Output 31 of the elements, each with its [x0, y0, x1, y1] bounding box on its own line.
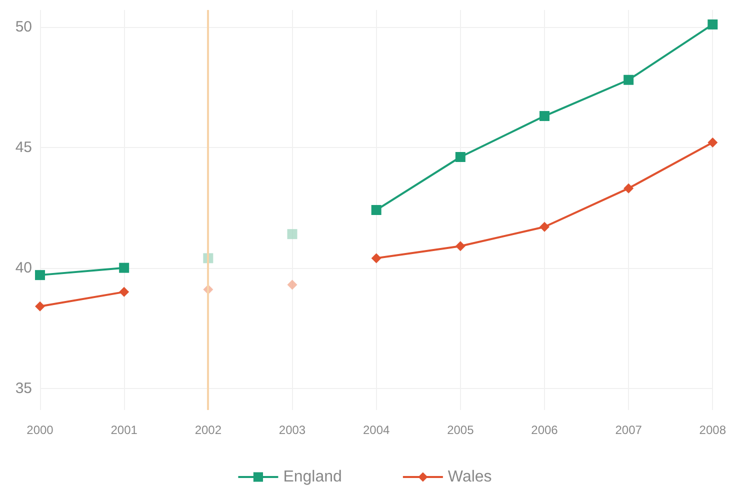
- x-tick-label: 2004: [362, 423, 390, 437]
- legend-label: England: [283, 468, 342, 486]
- point: [371, 253, 382, 264]
- y-tick-label: 40: [15, 259, 32, 276]
- point: [287, 280, 298, 290]
- x-tick-label: 2000: [26, 423, 54, 437]
- x-tick-label: 2002: [194, 423, 222, 437]
- point: [371, 205, 382, 215]
- point: [708, 138, 718, 148]
- y-tick-label: 45: [15, 138, 32, 156]
- point: [35, 301, 45, 312]
- x-tick-label: 2003: [278, 423, 306, 437]
- point: [624, 74, 634, 85]
- x-tick-label: 2008: [699, 423, 726, 437]
- x-tick-label: 2005: [447, 423, 474, 437]
- x-tick-label: 2007: [615, 423, 642, 437]
- point: [35, 270, 45, 280]
- y-tick-label: 50: [15, 18, 32, 36]
- point: [624, 183, 634, 194]
- point: [119, 262, 130, 273]
- point: [708, 19, 718, 30]
- x-tick-label: 2001: [110, 423, 138, 437]
- x-tick-label: 2006: [531, 423, 558, 437]
- point: [455, 152, 466, 162]
- point: [539, 111, 550, 122]
- legend-label: Wales: [448, 468, 492, 486]
- point: [287, 229, 298, 240]
- point: [119, 286, 130, 297]
- point: [455, 241, 466, 252]
- point: [539, 222, 550, 232]
- y-tick-label: 35: [15, 380, 32, 397]
